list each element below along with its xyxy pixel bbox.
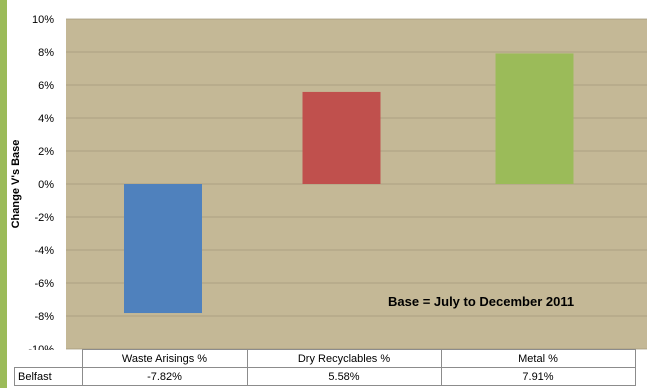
data-table-corner [14,349,83,368]
y-axis-label: Change V's Base [10,140,22,229]
series-label: Belfast [14,367,83,386]
bar [495,53,574,184]
y-axis-ticks: -10%-8%-6%-4%-2%0%2%4%6%8%10% [28,14,54,356]
bar [124,184,202,314]
data-value: 7.91% [440,367,636,386]
data-table: Waste Arisings % Dry Recyclables % Metal… [14,349,636,386]
y-tick-label: -2% [34,212,54,224]
y-tick-label: -4% [34,245,54,257]
category-label: Dry Recyclables % [246,349,442,368]
category-label: Metal % [440,349,636,368]
category-label: Waste Arisings % [81,349,248,368]
data-value: 5.58% [246,367,442,386]
bars [124,53,574,314]
data-table-row: Belfast -7.82% 5.58% 7.91% [14,367,636,386]
accent-bar [0,0,7,388]
base-annotation: Base = July to December 2011 [388,294,574,309]
bar [302,91,381,184]
y-tick-label: 6% [38,80,54,92]
y-tick-label: 0% [38,179,54,191]
y-tick-label: 10% [32,14,54,26]
data-table-header-row: Waste Arisings % Dry Recyclables % Metal… [14,349,636,368]
y-tick-label: -6% [34,278,54,290]
y-tick-label: 8% [38,47,54,59]
y-tick-label: 4% [38,113,54,125]
y-tick-label: 2% [38,146,54,158]
y-tick-label: -8% [34,311,54,323]
data-value: -7.82% [81,367,248,386]
